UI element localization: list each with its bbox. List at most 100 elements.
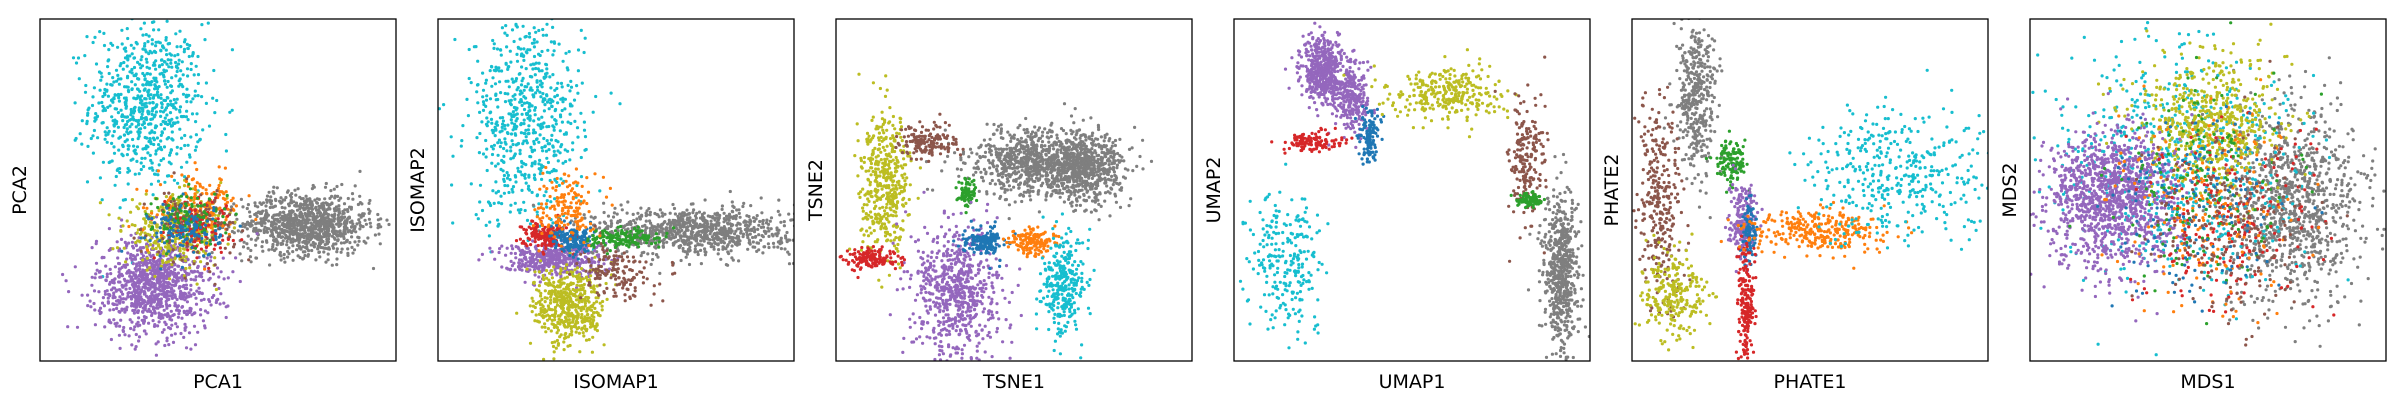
point	[170, 124, 174, 128]
point	[198, 184, 202, 188]
point	[770, 232, 774, 236]
point	[550, 104, 554, 108]
point	[525, 218, 530, 222]
point	[173, 257, 177, 261]
point	[131, 271, 135, 275]
point	[147, 112, 151, 116]
point	[139, 236, 143, 240]
point	[502, 173, 506, 178]
point	[102, 304, 106, 308]
point	[480, 208, 485, 213]
point	[184, 255, 188, 259]
point	[91, 40, 95, 45]
point	[119, 290, 123, 294]
point	[129, 210, 133, 214]
point	[165, 291, 169, 295]
point	[327, 206, 331, 210]
point	[303, 253, 307, 258]
point	[193, 343, 198, 347]
point	[123, 333, 127, 337]
point	[240, 259, 244, 263]
point	[127, 334, 131, 338]
point	[212, 293, 216, 298]
point	[175, 212, 179, 216]
point	[131, 293, 135, 298]
point	[733, 232, 737, 236]
point	[87, 106, 91, 110]
point	[187, 153, 192, 157]
point	[201, 249, 205, 253]
point	[503, 31, 507, 35]
point	[173, 202, 177, 206]
point	[107, 48, 111, 52]
point	[576, 48, 581, 52]
point	[310, 187, 314, 191]
point	[553, 197, 557, 201]
point	[150, 20, 155, 24]
point	[632, 218, 636, 223]
point	[280, 227, 284, 231]
point	[702, 236, 706, 241]
point	[497, 138, 501, 142]
point	[249, 248, 253, 253]
point	[530, 41, 535, 45]
point	[215, 266, 220, 270]
point	[110, 141, 114, 145]
point	[124, 287, 128, 291]
point	[271, 190, 275, 194]
point	[508, 49, 512, 53]
point	[546, 160, 551, 165]
point	[224, 132, 228, 137]
point	[344, 240, 348, 244]
point	[515, 117, 519, 121]
point	[267, 219, 271, 223]
point	[335, 263, 339, 267]
point	[339, 250, 343, 254]
point	[90, 283, 94, 287]
point	[337, 219, 341, 223]
point	[229, 208, 233, 212]
point	[112, 302, 116, 307]
point	[140, 55, 144, 59]
point	[573, 119, 577, 123]
point	[190, 313, 194, 317]
point	[175, 45, 179, 49]
point	[218, 226, 222, 230]
point	[116, 92, 120, 97]
point	[189, 294, 193, 298]
point	[126, 57, 130, 61]
point	[161, 119, 165, 124]
point	[467, 47, 471, 52]
point	[676, 214, 680, 218]
point	[117, 99, 121, 103]
point	[150, 291, 154, 295]
point	[609, 91, 613, 95]
point	[779, 220, 783, 224]
point	[488, 69, 492, 73]
point	[153, 239, 157, 243]
point	[154, 110, 158, 114]
point	[191, 187, 195, 191]
point	[528, 102, 532, 106]
point	[186, 118, 190, 122]
point	[80, 119, 84, 123]
point	[109, 272, 113, 276]
point	[703, 198, 707, 202]
point	[598, 189, 602, 193]
point	[125, 127, 129, 131]
point	[144, 50, 148, 54]
point	[134, 294, 138, 298]
point	[193, 192, 197, 196]
point	[137, 268, 141, 272]
point	[94, 112, 98, 116]
point	[224, 218, 228, 222]
point	[306, 253, 310, 257]
point	[504, 79, 508, 83]
point	[171, 4, 174, 7]
point	[453, 37, 457, 42]
point	[356, 235, 360, 239]
point	[203, 265, 207, 269]
point	[616, 229, 620, 233]
point	[177, 221, 181, 225]
point	[170, 296, 174, 300]
